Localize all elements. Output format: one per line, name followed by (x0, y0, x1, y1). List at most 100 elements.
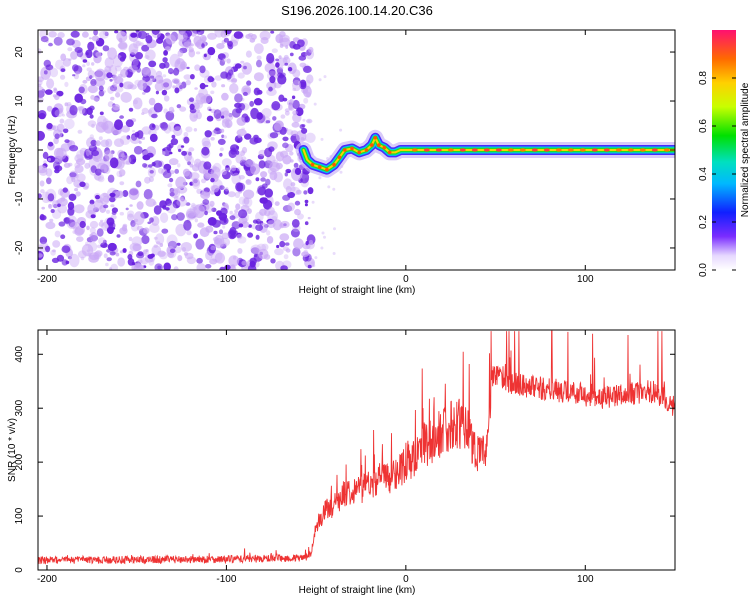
noise-blob (148, 176, 154, 183)
noise-blob (240, 60, 245, 64)
noise-blob (137, 259, 143, 264)
noise-blob (161, 89, 168, 96)
noise-blob (288, 103, 293, 110)
noise-blob (219, 216, 229, 225)
noise-blob (176, 198, 188, 207)
noise-speck (318, 176, 322, 180)
noise-blob (186, 256, 197, 265)
noise-blob (266, 220, 276, 229)
noise-blob (147, 254, 154, 259)
noise-blob (97, 176, 105, 183)
noise-blob (248, 224, 253, 228)
noise-blob (231, 221, 241, 230)
noise-blob (203, 187, 210, 193)
noise-blob (216, 43, 225, 50)
noise-blob (211, 207, 217, 212)
noise-blob (147, 167, 156, 178)
noise-blob (107, 242, 117, 252)
noise-blob (289, 52, 294, 57)
noise-blob (144, 55, 150, 59)
noise-blob (172, 85, 176, 89)
noise-blob (219, 59, 225, 66)
noise-blob (266, 236, 274, 244)
noise-blob (225, 187, 229, 192)
noise-blob (61, 259, 68, 266)
noise-blob (253, 253, 258, 258)
ridge-peak-dot (373, 136, 378, 140)
noise-blob (45, 64, 54, 71)
noise-blob (80, 256, 85, 261)
noise-blob (292, 79, 302, 92)
noise-blob (284, 172, 288, 177)
noise-blob (162, 148, 166, 151)
noise-blob (274, 248, 284, 256)
noise-blob (76, 149, 86, 161)
noise-blob (169, 187, 181, 199)
noise-blob (303, 190, 308, 195)
noise-blob (255, 234, 260, 240)
noise-blob (76, 49, 84, 58)
noise-blob (64, 102, 69, 107)
noise-blob (161, 151, 166, 156)
noise-blob (307, 187, 314, 195)
noise-blob (308, 239, 314, 246)
noise-blob (256, 112, 263, 120)
noise-blob (241, 62, 252, 75)
colorbar-tick-label: 0.8 (698, 71, 709, 85)
noise-speck (321, 231, 325, 235)
noise-blob (270, 258, 276, 264)
noise-blob (187, 161, 192, 166)
noise-blob (307, 216, 311, 220)
spectrogram-x-ticks: -200 -100 0 100 (37, 30, 594, 285)
noise-blob (46, 78, 55, 89)
ridge-peak-dot (543, 148, 550, 152)
snr-ylabel: SNR (10 * v/v) (7, 418, 18, 482)
noise-blob (225, 72, 232, 80)
noise-blob (176, 185, 188, 194)
noise-blob (149, 133, 158, 143)
noise-blob (292, 87, 297, 92)
noise-blob (177, 31, 188, 42)
noise-blob (229, 83, 239, 94)
noise-blob (107, 47, 117, 60)
noise-blob (51, 107, 60, 118)
noise-blob (45, 168, 53, 177)
noise-blob (75, 158, 86, 166)
colorbar-tick-label: 0.2 (698, 215, 709, 229)
noise-blob (38, 85, 45, 99)
noise-blob (224, 264, 231, 270)
noise-blob (146, 32, 150, 36)
colorbar-tick-label: 0.4 (698, 167, 709, 181)
noise-blob (116, 234, 121, 238)
noise-blob (226, 123, 231, 128)
noise-blob (294, 200, 301, 206)
noise-blob (166, 203, 177, 214)
noise-blob (191, 202, 196, 209)
noise-blob (114, 190, 124, 199)
noise-blob (255, 177, 260, 182)
noise-blob (98, 237, 106, 245)
snr-series-line (38, 330, 675, 565)
noise-blob (293, 162, 299, 168)
noise-blob (174, 168, 179, 174)
noise-blob (265, 178, 271, 186)
spectrogram-y-tick-label: 10 (14, 95, 25, 107)
noise-blob (299, 81, 307, 90)
noise-blob (109, 78, 113, 82)
noise-blob (149, 123, 156, 131)
noise-blob (99, 111, 104, 116)
noise-blob (176, 104, 182, 109)
noise-blob (128, 107, 134, 112)
noise-blob (132, 97, 143, 110)
noise-blob (86, 225, 90, 231)
noise-blob (211, 165, 217, 171)
noise-blob (89, 199, 95, 205)
noise-blob (87, 252, 92, 257)
noise-blob (282, 142, 289, 149)
noise-blob (142, 92, 146, 95)
noise-speck (307, 119, 311, 123)
noise-blob (227, 191, 236, 198)
noise-blob (75, 191, 81, 197)
noise-blob (271, 216, 278, 221)
noise-blob (110, 96, 115, 101)
